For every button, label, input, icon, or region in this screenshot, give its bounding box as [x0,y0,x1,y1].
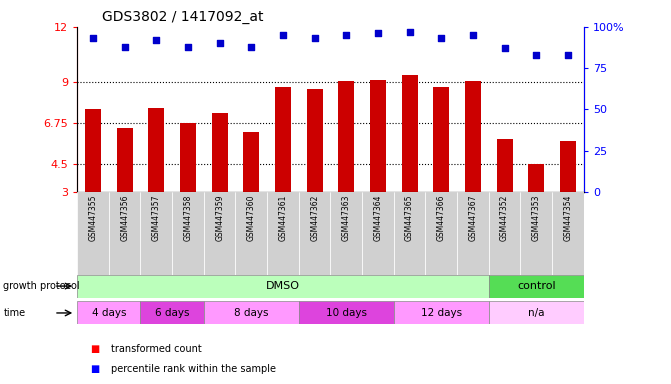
Bar [299,192,330,275]
Bar [117,128,133,247]
Text: percentile rank within the sample: percentile rank within the sample [111,364,276,374]
Bar [172,192,204,275]
Text: 8 days: 8 days [234,308,268,318]
Bar [267,192,299,275]
Bar [77,275,488,298]
Bar [180,123,196,247]
Text: GSM447355: GSM447355 [89,194,97,241]
Point [278,32,289,38]
Point [499,45,510,51]
Bar [204,192,236,275]
Bar [140,192,172,275]
Text: control: control [517,281,556,291]
Point [404,29,415,35]
Text: GSM447360: GSM447360 [247,194,256,241]
Text: GSM447358: GSM447358 [183,194,193,241]
Bar [457,192,488,275]
Text: 4 days: 4 days [91,308,126,318]
Bar [425,192,457,275]
Bar [433,86,449,247]
Bar [77,301,140,324]
Bar [362,192,394,275]
Text: GDS3802 / 1417092_at: GDS3802 / 1417092_at [103,10,264,25]
Bar [236,192,267,275]
Text: 12 days: 12 days [421,308,462,318]
Bar [394,192,425,275]
Bar [521,192,552,275]
Text: GSM447357: GSM447357 [152,194,161,241]
Bar [85,109,101,247]
Bar [275,86,291,247]
Bar [299,301,394,324]
Text: GSM447367: GSM447367 [468,194,478,241]
Bar [244,132,259,247]
Bar [148,108,164,247]
Text: growth protocol: growth protocol [3,281,80,291]
Text: GSM447362: GSM447362 [310,194,319,241]
Bar [77,192,109,275]
Text: 10 days: 10 days [326,308,367,318]
Point [531,52,541,58]
Bar [330,192,362,275]
Text: ■: ■ [91,344,100,354]
Text: GSM447366: GSM447366 [437,194,446,241]
Text: GSM447359: GSM447359 [215,194,224,241]
Text: n/a: n/a [528,308,545,318]
Text: ■: ■ [91,364,100,374]
Bar [465,81,481,247]
Bar [552,192,584,275]
Bar [394,301,488,324]
Point [341,32,352,38]
Point [88,35,99,41]
Bar [488,275,584,298]
Text: time: time [3,308,25,318]
Bar [307,89,323,247]
Bar [370,80,386,247]
Point [214,40,225,46]
Text: DMSO: DMSO [266,281,300,291]
Point [246,44,257,50]
Point [372,30,383,36]
Point [119,44,130,50]
Text: GSM447361: GSM447361 [278,194,287,241]
Bar [402,76,417,247]
Point [183,44,193,50]
Bar [488,301,584,324]
Bar [212,113,227,247]
Point [436,35,447,41]
Text: 6 days: 6 days [155,308,189,318]
Text: GSM447354: GSM447354 [564,194,572,241]
Bar [204,301,299,324]
Bar [488,192,521,275]
Bar [109,192,140,275]
Bar [140,301,204,324]
Text: GSM447353: GSM447353 [532,194,541,241]
Text: GSM447363: GSM447363 [342,194,351,241]
Point [309,35,320,41]
Bar [560,141,576,247]
Text: GSM447364: GSM447364 [374,194,382,241]
Bar [497,139,513,247]
Text: GSM447365: GSM447365 [405,194,414,241]
Text: GSM447352: GSM447352 [500,194,509,241]
Bar [338,81,354,247]
Point [151,37,162,43]
Text: transformed count: transformed count [111,344,201,354]
Point [562,52,573,58]
Text: GSM447356: GSM447356 [120,194,129,241]
Bar [528,164,544,247]
Point [468,32,478,38]
